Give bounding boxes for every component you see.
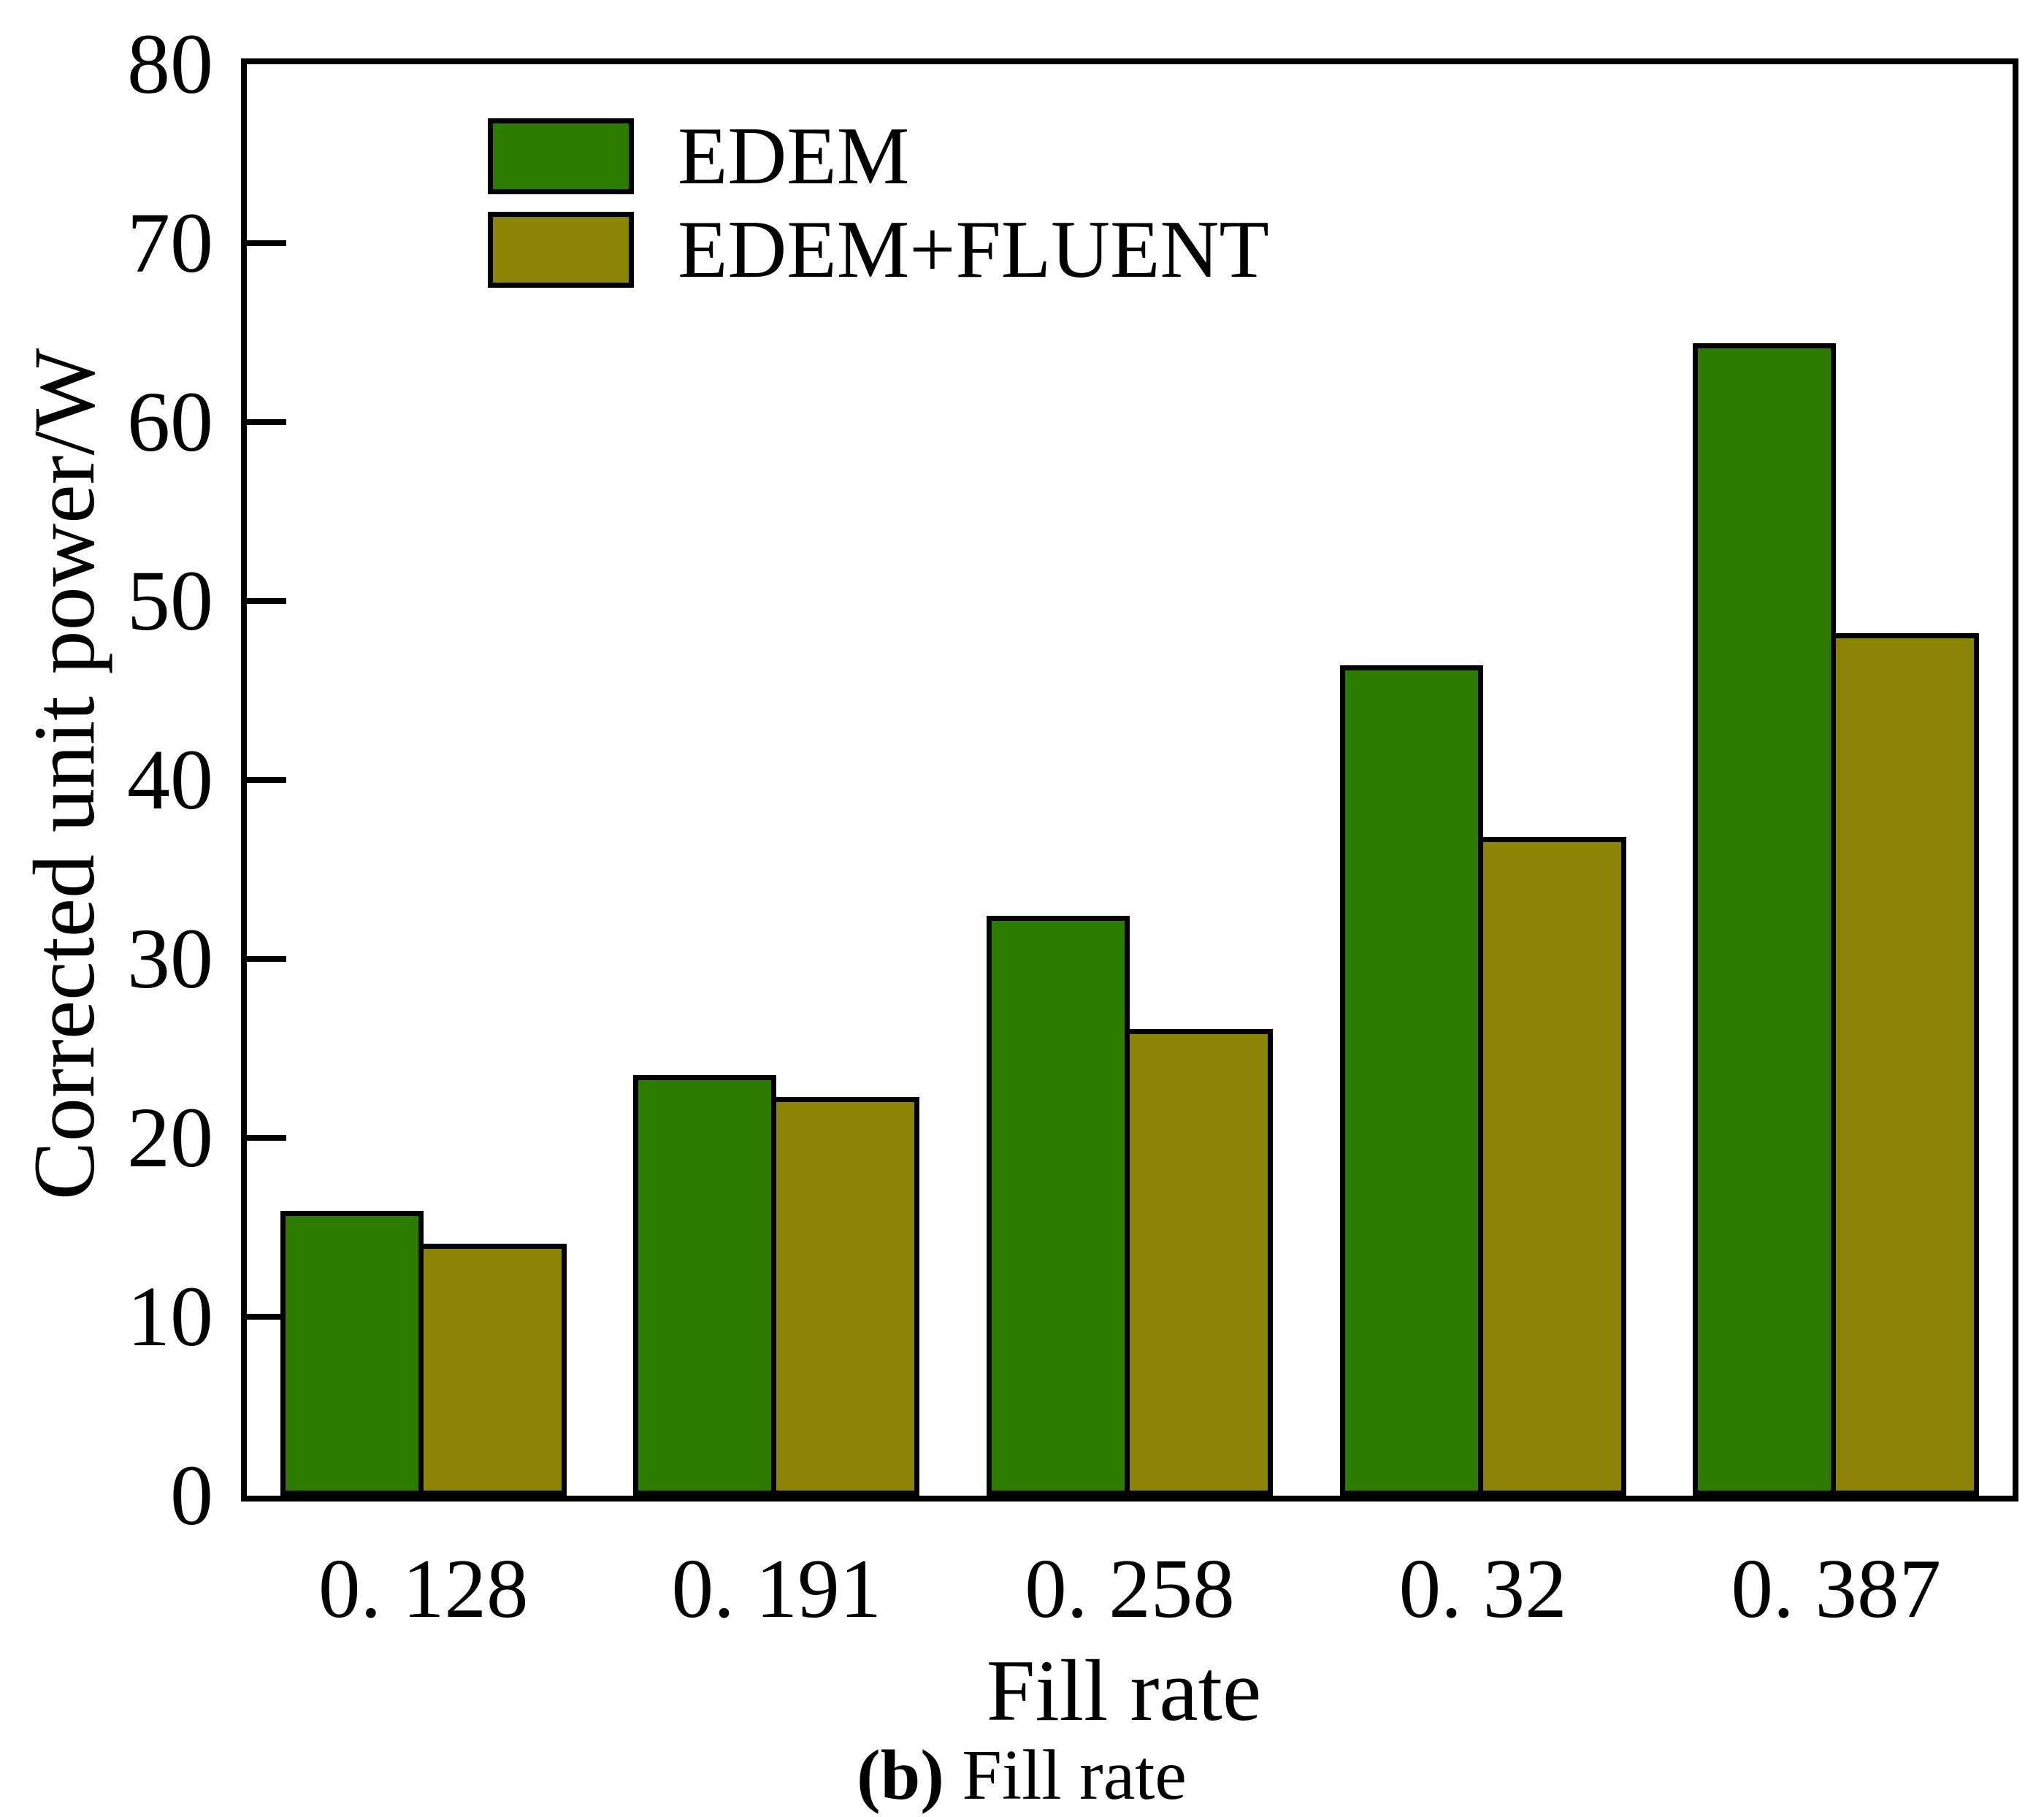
bar-edem-0.32 xyxy=(1339,665,1483,1496)
y-tick-label: 80 xyxy=(127,16,213,112)
x-tick-label: 0. 191 xyxy=(671,1542,882,1635)
x-tick-label: 0. 387 xyxy=(1731,1542,1941,1635)
y-tick-label: 0 xyxy=(170,1447,213,1543)
x-tick-label: 0. 32 xyxy=(1398,1542,1567,1635)
legend: EDEM EDEM+FLUENT xyxy=(488,115,1510,302)
legend-label: EDEM xyxy=(678,111,910,202)
bar-edem-0.128 xyxy=(280,1211,424,1496)
x-tick-label: 0. 128 xyxy=(318,1542,529,1635)
legend-swatch-edem xyxy=(488,118,634,194)
y-tick-label: 20 xyxy=(127,1090,213,1185)
y-tick-label: 60 xyxy=(127,374,213,470)
y-axis-title: Corrected unit power/W xyxy=(15,348,112,1201)
caption-index: (b) xyxy=(857,1736,944,1815)
bar-edem-plus-fluent-0.258 xyxy=(1125,1029,1273,1496)
y-tick-label: 40 xyxy=(127,732,213,827)
bar-edem-plus-fluent-0.387 xyxy=(1831,633,1980,1496)
bar-edem-plus-fluent-0.191 xyxy=(771,1097,920,1496)
legend-row: EDEM+FLUENT xyxy=(488,209,1510,291)
bar-edem-0.387 xyxy=(1693,343,1837,1496)
y-tick-mark xyxy=(247,1135,286,1141)
bar-edem-plus-fluent-0.32 xyxy=(1477,837,1626,1496)
y-tick-mark xyxy=(247,956,286,962)
y-tick-mark xyxy=(247,419,286,425)
x-axis-title: Fill rate xyxy=(986,1642,1262,1739)
y-tick-mark xyxy=(247,777,286,783)
y-tick-label: 50 xyxy=(127,553,213,649)
figure-caption: (b) Fill rate xyxy=(857,1740,1187,1811)
bar-edem-plus-fluent-0.128 xyxy=(418,1244,567,1496)
y-tick-label: 30 xyxy=(127,911,213,1006)
y-tick-label: 10 xyxy=(127,1269,213,1364)
y-tick-mark xyxy=(247,1314,286,1320)
x-tick-label: 0. 258 xyxy=(1025,1542,1235,1635)
legend-row: EDEM xyxy=(488,115,1510,197)
y-tick-mark xyxy=(247,598,286,604)
legend-label: EDEM+FLUENT xyxy=(678,204,1269,295)
legend-swatch-edem+fluent xyxy=(488,212,634,288)
y-tick-mark xyxy=(247,240,286,246)
bar-edem-0.258 xyxy=(987,916,1130,1496)
y-tick-label: 70 xyxy=(127,195,213,291)
plot-area: 0 10 20 30 40 50 60 70 80 0. 128 0. 191 0. 258 0. 3… xyxy=(127,21,2018,1631)
caption-text: Fill rate xyxy=(943,1736,1187,1815)
bar-edem-0.191 xyxy=(633,1075,777,1496)
